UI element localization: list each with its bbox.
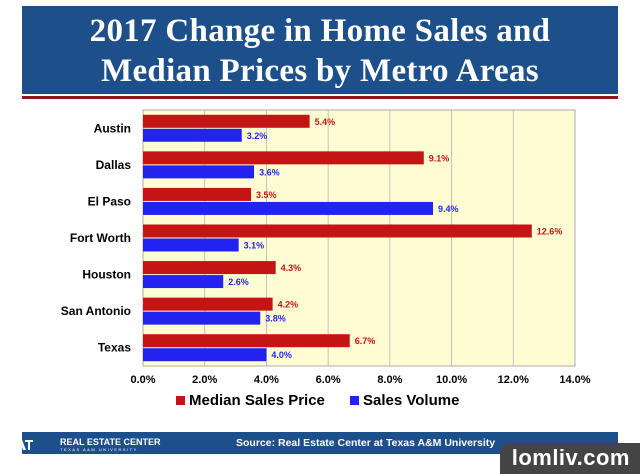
sales-volume-data-label: 4.0% [271, 350, 292, 360]
category-label: San Antonio [61, 304, 131, 318]
x-tick-label: 8.0% [377, 374, 402, 386]
legend-sales-volume-label: Sales Volume [363, 392, 459, 409]
median-price-data-label: 3.5% [256, 190, 277, 200]
category-label: Fort Worth [70, 231, 131, 245]
x-tick-label: 6.0% [316, 374, 341, 386]
category-label: Houston [82, 268, 131, 282]
title-underline [22, 96, 618, 99]
sales-volume-data-label: 3.6% [259, 167, 280, 177]
category-label: Texas [98, 341, 131, 355]
legend-median-price-swatch [176, 396, 185, 405]
median-price-data-label: 4.2% [278, 300, 299, 310]
sales-volume-data-label: 2.6% [228, 277, 249, 287]
watermark: lomliv.com [499, 443, 640, 474]
median-price-data-label: 6.7% [355, 336, 376, 346]
sales-volume-bar [143, 348, 267, 362]
sales-volume-bar [143, 128, 242, 142]
category-label: Austin [94, 121, 131, 135]
x-tick-label: 0.0% [130, 374, 155, 386]
median-price-bar [143, 261, 276, 275]
x-tick-label: 4.0% [254, 374, 279, 386]
sales-volume-bar [143, 238, 239, 252]
x-tick-label: 10.0% [436, 374, 467, 386]
sales-volume-data-label: 3.2% [247, 131, 268, 141]
sales-volume-data-label: 3.1% [244, 241, 265, 251]
median-price-bar [143, 114, 310, 128]
chart-title: 2017 Change in Home Sales and Median Pri… [22, 11, 618, 91]
title-line-1: 2017 Change in Home Sales and [89, 13, 551, 49]
sales-volume-bar [143, 311, 261, 325]
org-subtitle: TEXAS A&M UNIVERSITY [60, 447, 138, 452]
median-price-bar [143, 334, 350, 348]
sales-volume-bar [143, 165, 255, 179]
title-line-2: Median Prices by Metro Areas [101, 53, 539, 89]
sales-volume-bar [143, 201, 434, 215]
source-note: Source: Real Estate Center at Texas A&M … [236, 437, 496, 449]
sales-volume-bar [143, 275, 224, 289]
median-price-data-label: 12.6% [537, 227, 563, 237]
sales-volume-data-label: 3.8% [265, 314, 286, 324]
median-price-bar [143, 297, 273, 311]
title-banner: 2017 Change in Home Sales and Median Pri… [22, 6, 618, 94]
legend-median-price-label: Median Sales Price [189, 392, 325, 409]
bar-chart: 0.0% 2.0% 4.0% 6.0% 8.0% 10.0% 12.0% 14.0% Austi… [61, 109, 591, 409]
legend-sales-volume-swatch [350, 396, 359, 405]
footer-bar [22, 432, 618, 454]
median-price-data-label: 5.4% [315, 117, 336, 127]
org-name: REAL ESTATE CENTER [60, 437, 161, 447]
sales-volume-data-label: 9.4% [438, 204, 459, 214]
median-price-data-label: 9.1% [429, 153, 450, 163]
median-price-bar [143, 151, 424, 165]
x-tick-label: 2.0% [192, 374, 217, 386]
median-price-bar [143, 224, 532, 238]
plot-area [142, 109, 576, 367]
median-price-data-label: 4.3% [281, 263, 302, 273]
x-tick-label: 12.0% [498, 374, 529, 386]
category-label: Dallas [96, 158, 132, 172]
x-tick-label: 14.0% [559, 374, 590, 386]
category-label: El Paso [88, 194, 131, 208]
atm-logo-icon [12, 436, 34, 451]
median-price-bar [143, 187, 251, 201]
